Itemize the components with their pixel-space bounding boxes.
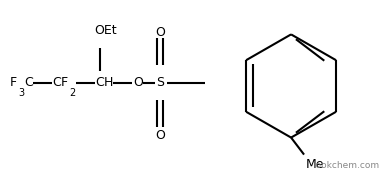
Text: S: S <box>156 76 164 89</box>
Text: OEt: OEt <box>94 24 116 37</box>
Text: 2: 2 <box>69 88 75 98</box>
Text: C: C <box>52 76 61 89</box>
Text: O: O <box>155 26 165 39</box>
Text: Me: Me <box>306 158 324 171</box>
Text: O: O <box>133 76 143 89</box>
Text: F: F <box>10 76 17 89</box>
Text: C: C <box>96 76 105 89</box>
Text: lookchem.com: lookchem.com <box>313 161 379 170</box>
Text: H: H <box>104 76 113 89</box>
Text: C: C <box>24 76 33 89</box>
Text: F: F <box>61 76 68 89</box>
Text: O: O <box>155 129 165 142</box>
Text: 3: 3 <box>18 88 24 98</box>
